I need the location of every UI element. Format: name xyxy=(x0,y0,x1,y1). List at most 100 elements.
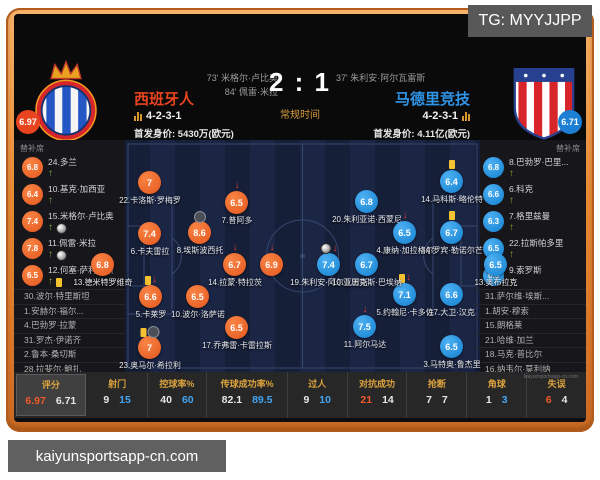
bench-row[interactable]: 6.8 8.巴勃罗·巴里... ↑ xyxy=(475,154,586,181)
sub-out-icon: ↓ xyxy=(232,242,238,253)
away-scorers: 37' 朱利安·阿尔瓦雷斯 xyxy=(336,71,466,85)
stat-label: 抢断 xyxy=(427,379,446,389)
player-icons: ↓ xyxy=(233,243,238,253)
player-rating: 7.5 xyxy=(353,315,376,338)
player-marker[interactable]: 7 23.奥马尔·希拉利 xyxy=(119,326,181,370)
sub-out-icon: ↓ xyxy=(332,242,338,254)
sub-in-icon: ↑ xyxy=(48,195,53,206)
player-marker[interactable]: 6.7 24.罗宾·勒诺尔芒 xyxy=(421,211,483,255)
player-marker[interactable]: 7 22.卡洛斯·罗梅罗 xyxy=(119,171,181,205)
bench-player-rating: 6.5 xyxy=(22,265,43,286)
player-rating: 7 xyxy=(138,336,161,359)
bench-unused-player[interactable]: 4.巴勃罗·拉蒙 xyxy=(14,318,125,333)
bench-player-info: 6.科克 ↑ xyxy=(509,183,533,206)
away-team-name[interactable]: 马德里竞技 xyxy=(394,91,470,108)
bench-unused-player[interactable]: 28.拉斐尔·鲍扎 xyxy=(14,361,125,377)
stat-away-value: 89.5 xyxy=(252,394,273,406)
player-icons: ↓ xyxy=(145,275,157,285)
stat-column: 传球成功率% 82.1 89.5 xyxy=(207,372,288,418)
player-marker[interactable]: 6.5 17.乔弗雷·卡雷拉斯 xyxy=(202,316,272,350)
stat-column: 角球 1 3 xyxy=(467,372,528,418)
bench-player-name: 11.佩雷·米拉 xyxy=(48,238,97,248)
bench-player-name: 15.米格尔·卢比奥 xyxy=(48,211,114,221)
away-formation: 4-2-3-1 xyxy=(422,110,458,122)
player-marker[interactable]: 6.5 10.波尔·洛萨诺 xyxy=(171,285,225,319)
player-name: 14.马科斯·略伦特 xyxy=(421,195,483,204)
bench-row[interactable]: 6.5 12.何塞·萨利纳斯 ↑ xyxy=(14,262,125,289)
away-rating: 6.71 xyxy=(561,117,579,127)
home-squad-value: 首发身价: 5430万(欧元) xyxy=(134,129,234,140)
stat-away-value: 60 xyxy=(181,394,194,406)
bench-row[interactable]: 7.4 15.米格尔·卢比奥 ↑ xyxy=(14,208,125,235)
player-rating: 6.8 xyxy=(91,253,114,276)
bench-player-icons: ↑ xyxy=(48,277,114,287)
player-marker[interactable]: 8.6 8.埃斯波西托 xyxy=(177,211,223,255)
player-marker[interactable]: ↓ 6.6 5.卡莱罗 xyxy=(136,275,167,320)
player-marker[interactable]: 7.4 6.卡夫雷拉 xyxy=(131,222,169,256)
player-marker[interactable]: ↓ 7.1 5.约翰尼·卡多佐 xyxy=(376,273,433,318)
bench-row[interactable]: 7.8 11.佩雷·米拉 ↑ xyxy=(14,235,125,262)
bench-player-rating: 6.6 xyxy=(483,184,504,205)
bench-unused-player[interactable]: 31.罗杰·伊诺齐 xyxy=(14,332,125,348)
player-marker[interactable]: 6.8 20.朱利亚诺·西蒙尼 xyxy=(332,190,402,224)
player-name: 17.大卫·汉克 xyxy=(429,308,475,317)
player-marker[interactable]: 6.7 10.亚历克斯·巴埃纳 xyxy=(332,253,402,287)
bench-unused-player[interactable]: 16.纳韦尔·莫利纳 xyxy=(475,361,586,377)
player-marker[interactable]: ↓ 6.7 14.拉蒙·特拉茨 xyxy=(208,243,262,288)
bench-unused-player[interactable]: 31.萨尔维·埃斯... xyxy=(475,289,586,304)
stat-values: 9 15 xyxy=(103,394,131,406)
stat-away-value: 4 xyxy=(561,394,568,406)
player-name: 14.拉蒙·特拉茨 xyxy=(208,278,262,287)
player-marker[interactable]: 6.5 13.奥布拉克 xyxy=(474,253,518,287)
player-marker[interactable]: 6.4 14.马科斯·略伦特 xyxy=(421,160,483,204)
bench-unused-player[interactable]: 21.哈维·加兰 xyxy=(475,332,586,348)
sub-in-icon: ↑ xyxy=(509,222,514,233)
player-marker[interactable]: ↓ 6.5 4.康纳·加拉格尔 xyxy=(376,211,433,256)
player-marker[interactable]: ↓ 7.5 11.阿尔马达 xyxy=(344,305,387,350)
app-screenshot: 6.97 xyxy=(14,14,586,422)
player-marker[interactable]: ↓ 6.9 xyxy=(260,243,284,277)
stat-column: 抢断 7 7 xyxy=(407,372,468,418)
bench-row[interactable]: 6.3 7.格里兹曼 ↑ xyxy=(475,208,586,235)
player-rating: 6.5 xyxy=(225,316,248,339)
away-bench-rated-list: 6.8 8.巴勃罗·巴里... ↑ 6.6 6.科克 ↑ 6.3 7.格里兹曼 ↑ 6.5 22.拉… xyxy=(475,154,586,289)
stat-away-value: 15 xyxy=(119,394,131,406)
bench-unused-player[interactable]: 1.胡安·穆索 xyxy=(475,303,586,319)
player-icons: ↓ xyxy=(403,211,408,221)
stat-away-value: 7 xyxy=(441,394,448,406)
stat-home-value: 40 xyxy=(160,394,172,406)
bench-row[interactable]: 6.6 6.科克 ↑ xyxy=(475,181,586,208)
bench-unused-player[interactable]: 30.波尔·特里斯坦 xyxy=(14,289,125,304)
player-name: 5.约翰尼·卡多佐 xyxy=(376,308,434,317)
stat-home-value: 9 xyxy=(103,394,110,406)
bench-unused-player[interactable]: 1.安赫尔·福尔... xyxy=(14,303,125,319)
player-rating: 6.8 xyxy=(355,190,378,213)
bench-row[interactable]: 6.8 24.多兰 ↑ xyxy=(14,154,125,181)
player-marker[interactable]: 6.8 13.德米特罗维奇 xyxy=(73,253,133,287)
player-marker[interactable]: ↓ 6.5 7.普阿多 xyxy=(222,181,253,226)
player-icons xyxy=(449,211,455,220)
bench-player-rating: 6.8 xyxy=(22,157,43,178)
player-icons xyxy=(140,326,160,338)
bench-row[interactable]: 6.4 10.基克·加西亚 ↑ xyxy=(14,181,125,208)
assist-icon xyxy=(147,326,160,338)
bench-unused-player[interactable]: 18.马克·普比尔 xyxy=(475,347,586,362)
home-team-name[interactable]: 西班牙人 xyxy=(134,91,195,108)
player-marker[interactable]: ↓ 7.4 19.朱利安·阿尔瓦雷斯 xyxy=(290,243,368,287)
player-name: 23.奥马尔·希拉利 xyxy=(119,361,181,370)
goal-icon xyxy=(320,243,332,254)
away-bench-title: 替补席 xyxy=(556,144,580,153)
player-name: 7.普阿多 xyxy=(221,216,253,225)
player-icons: ↓ xyxy=(270,243,275,253)
stat-column: 评分 6.97 6.71 xyxy=(16,374,86,416)
bench-unused-player[interactable]: 15.朗格莱 xyxy=(475,318,586,333)
player-marker[interactable]: 6.6 17.大卫·汉克 xyxy=(429,283,475,317)
sub-in-icon: ↑ xyxy=(509,195,514,206)
stat-label: 失误 xyxy=(547,379,566,389)
sub-in-icon: ↑ xyxy=(509,249,514,260)
player-icons xyxy=(449,160,455,169)
bench-player-rating: 6.4 xyxy=(22,184,43,205)
player-marker[interactable]: 6.5 3.马特奥·鲁杰里 xyxy=(423,335,481,369)
bench-unused-player[interactable]: 2.鲁本·桑切斯 xyxy=(14,347,125,362)
